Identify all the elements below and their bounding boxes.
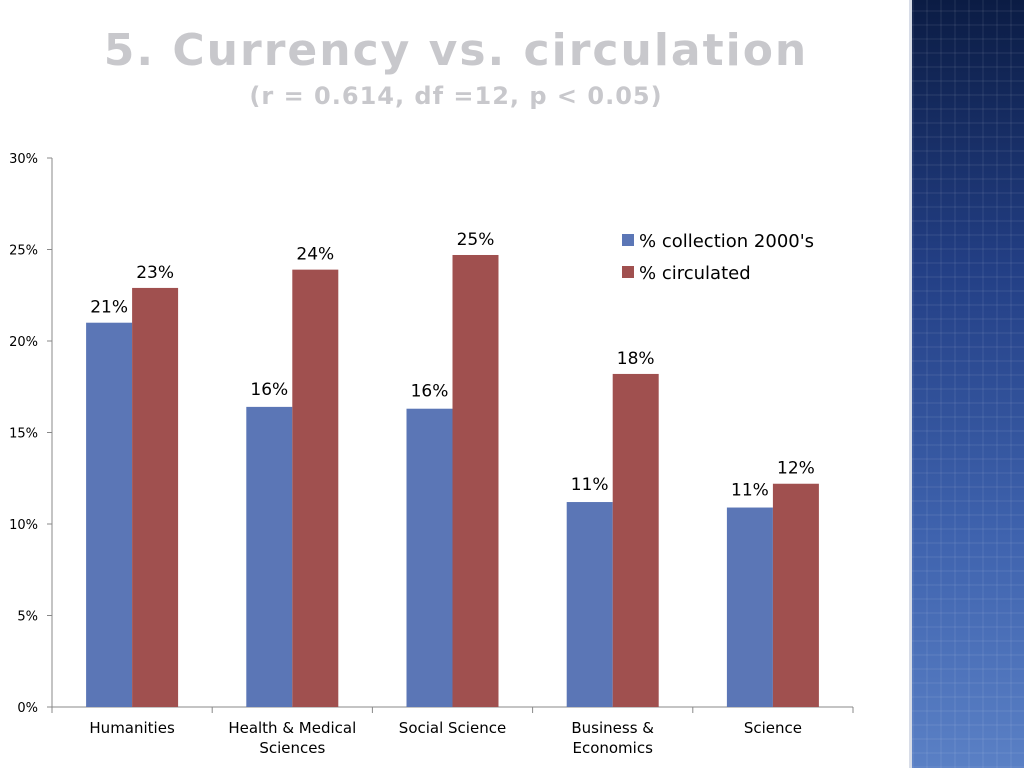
x-category-label: Humanities: [89, 719, 175, 737]
x-category-label: Health & Medical: [228, 719, 356, 737]
bar: [726, 507, 773, 707]
legend-swatch: [622, 266, 634, 278]
bar: [246, 406, 293, 707]
bar: [612, 373, 659, 707]
bar: [406, 408, 453, 707]
data-label: 18%: [617, 349, 655, 369]
data-label: 16%: [250, 380, 288, 400]
x-category-label: Social Science: [399, 719, 506, 737]
slide-title-block: 5. Currency vs. circulation (r = 0.614, …: [0, 26, 912, 112]
y-tick-label: 25%: [9, 244, 38, 259]
data-label: 25%: [457, 230, 495, 250]
bar: [86, 322, 133, 707]
y-tick-label: 5%: [17, 610, 38, 625]
slide-subtitle: (r = 0.614, df =12, p < 0.05): [249, 82, 663, 110]
data-label: 24%: [296, 245, 334, 265]
y-tick-label: 20%: [9, 335, 38, 350]
x-category-label: Science: [744, 719, 802, 737]
decorative-sidebar: [912, 0, 1024, 768]
y-tick-label: 30%: [9, 152, 38, 167]
x-category-label: Economics: [572, 739, 653, 757]
x-category-label: Sciences: [259, 739, 325, 757]
bar-chart: 0% 5% 10% 15% 20% 25% 30% 21% 23% Humanities 16% 24…: [9, 152, 854, 757]
y-tick-label: 0%: [17, 701, 38, 716]
bar: [566, 502, 613, 707]
bar: [132, 287, 179, 707]
x-category-label: Business &: [571, 719, 654, 737]
legend-label: % circulated: [639, 263, 751, 284]
y-tick-label: 15%: [9, 427, 38, 442]
bar: [292, 269, 339, 707]
legend-label: % collection 2000's: [639, 231, 814, 252]
data-label: 21%: [90, 298, 128, 318]
slide-title: 5. Currency vs. circulation: [103, 25, 809, 76]
data-label: 11%: [571, 475, 609, 495]
data-label: 12%: [777, 459, 815, 479]
legend-swatch: [622, 234, 634, 246]
sidebar-divider: [909, 0, 912, 768]
bar: [772, 483, 819, 707]
data-label: 11%: [731, 481, 769, 501]
data-label: 16%: [411, 382, 449, 402]
y-tick-label: 10%: [9, 518, 38, 533]
data-label: 23%: [136, 263, 174, 283]
bar: [452, 254, 499, 708]
